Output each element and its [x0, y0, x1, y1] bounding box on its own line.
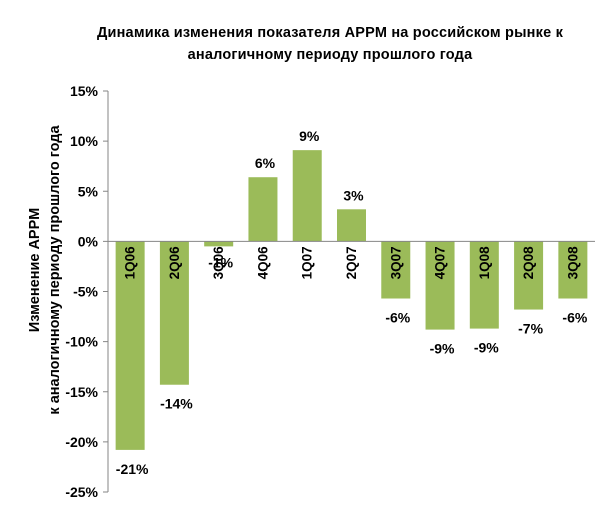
y-tick-label: -5%: [73, 284, 98, 300]
bar: [337, 209, 366, 242]
data-label: -14%: [160, 396, 193, 412]
category-label: 3Q07: [388, 246, 403, 279]
category-label: 3Q08: [565, 246, 580, 280]
category-label: 1Q08: [477, 246, 492, 280]
category-label: 4Q07: [433, 246, 448, 279]
category-label: 2Q08: [521, 246, 536, 280]
bar: [558, 241, 588, 299]
y-tick-label: 10%: [70, 133, 99, 149]
chart-title-line-1: Динамика изменения показателя АРРМ на ро…: [96, 25, 564, 41]
y-tick-label: 5%: [78, 183, 99, 199]
data-label: 6%: [255, 155, 276, 171]
category-label: 1Q06: [123, 246, 138, 280]
data-label: -9%: [474, 340, 499, 356]
y-tick-label: 15%: [70, 83, 99, 99]
category-label: 2Q07: [344, 246, 359, 279]
y-tick-label: 0%: [78, 233, 99, 249]
category-label: 3Q06: [211, 246, 226, 280]
data-label: 9%: [299, 128, 320, 144]
y-tick-label: -10%: [65, 334, 98, 350]
data-label: 3%: [343, 187, 364, 203]
category-label: 1Q07: [300, 246, 315, 279]
y-tick-label: -25%: [65, 484, 98, 500]
chart-title: Динамика изменения показателя АРРМ на ро…: [60, 22, 600, 66]
bar: [425, 241, 455, 330]
category-label: 4Q06: [255, 246, 270, 280]
category-label: 2Q06: [167, 246, 182, 280]
data-label: -6%: [385, 310, 410, 326]
data-label: -1%: [208, 254, 233, 270]
bar: [248, 177, 278, 242]
data-label: -7%: [518, 321, 543, 337]
y-tick-label: -15%: [65, 384, 98, 400]
bar: [115, 241, 145, 450]
data-label: -9%: [430, 341, 455, 357]
bar: [292, 150, 322, 242]
data-label: -6%: [562, 310, 587, 326]
bar: [159, 241, 189, 385]
bar: [469, 241, 499, 329]
bar: [381, 241, 411, 299]
bar: [204, 241, 234, 247]
chart-title-line-2: аналогичному периоду прошлого года: [187, 47, 473, 63]
data-label: -21%: [116, 461, 149, 477]
y-tick-label: -20%: [65, 434, 98, 450]
bar: [514, 241, 544, 310]
